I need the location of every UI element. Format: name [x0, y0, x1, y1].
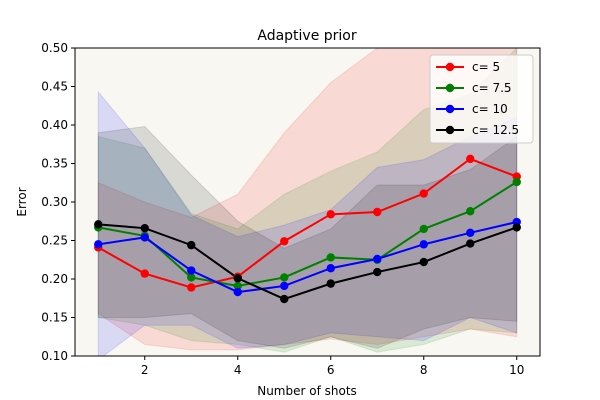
- line-series-2: [98, 181, 518, 287]
- point-series-2-x8: [419, 224, 428, 234]
- point-series-4-x8: [419, 257, 428, 267]
- legend-marker: [445, 83, 455, 93]
- x-tick-label: 6: [327, 363, 335, 377]
- point-series-3-x2: [140, 233, 149, 242]
- point-series-2-x3: [187, 273, 196, 282]
- x-tick-label: 8: [420, 363, 428, 377]
- legend-label: c= 5: [472, 60, 500, 74]
- point-series-2-x9: [466, 207, 475, 216]
- point-series-4-x9: [466, 239, 475, 248]
- point-series-3-x4: [233, 287, 242, 297]
- point-series-4-x3: [187, 240, 196, 250]
- legend: c= 5 c= 7.5 c= 10 c= 12.5: [429, 54, 534, 144]
- legend-marker: [445, 104, 455, 114]
- legend-label: c= 7.5: [472, 81, 512, 95]
- point-series-4-x1: [94, 220, 103, 229]
- x-axis-ticks: 2 4 6 8 10: [141, 356, 524, 377]
- legend-marker: [445, 125, 455, 135]
- point-series-2-x4: [233, 281, 242, 291]
- point-series-3-x6: [326, 264, 335, 273]
- point-series-1-x3: [187, 283, 196, 292]
- y-tick-label: 0.40: [41, 118, 68, 132]
- line-series-4: [98, 223, 518, 301]
- point-series-4-x6: [326, 279, 335, 288]
- line-series-3: [98, 221, 517, 294]
- legend-box: [429, 54, 534, 144]
- legend-label: c= 10: [472, 102, 508, 116]
- y-tick-label: 0.35: [41, 157, 68, 171]
- point-series-4-x4: [233, 274, 242, 283]
- point-series-4-x7: [373, 267, 382, 277]
- legend-label: c= 12.5: [472, 123, 519, 137]
- series-lines: [97, 157, 518, 301]
- band-series-4: [97, 126, 518, 349]
- y-axis-ticks: 0.10 0.15 0.20 0.25 0.30 0.35 0.40 0.45 0.50: [41, 41, 75, 363]
- point-series-1-x7: [373, 207, 382, 217]
- y-tick-label: 0.50: [41, 41, 68, 55]
- line-series-1: [97, 157, 518, 289]
- point-series-1-x6: [326, 210, 335, 219]
- y-tick-label: 0.25: [41, 234, 68, 248]
- x-tick-label: 2: [141, 363, 149, 377]
- chart-title: Adaptive prior: [257, 28, 357, 44]
- point-series-2-x6: [326, 253, 335, 262]
- point-series-1-x9: [466, 154, 475, 164]
- point-series-2-x5: [280, 273, 289, 282]
- point-series-3-x9: [466, 228, 475, 237]
- x-tick-label: 10: [509, 363, 524, 377]
- legend-marker: [445, 62, 455, 72]
- y-tick-label: 0.30: [41, 195, 68, 209]
- point-series-3-x1: [94, 240, 103, 249]
- band-series-3: [97, 90, 518, 356]
- point-series-1-x5: [280, 237, 289, 246]
- point-series-4-x5: [280, 294, 289, 304]
- point-series-2-x10: [512, 177, 521, 187]
- point-series-4-x10: [512, 223, 521, 232]
- series-points: [94, 154, 521, 304]
- band-series-1: [97, 48, 518, 351]
- x-axis-label: Number of shots: [257, 384, 357, 398]
- point-series-3-x3: [187, 266, 196, 275]
- point-series-1-x2: [140, 269, 149, 278]
- y-tick-label: 0.20: [41, 272, 68, 286]
- y-tick-label: 0.15: [41, 311, 68, 325]
- point-series-4-x2: [140, 223, 149, 233]
- point-series-3-x7: [373, 254, 382, 264]
- y-tick-label: 0.45: [41, 80, 68, 94]
- point-series-3-x5: [280, 281, 289, 291]
- point-series-3-x8: [419, 240, 428, 249]
- y-tick-label: 0.10: [41, 349, 68, 363]
- x-tick-label: 4: [234, 363, 242, 377]
- y-axis-label: Error: [15, 187, 29, 216]
- point-series-1-x8: [419, 189, 428, 198]
